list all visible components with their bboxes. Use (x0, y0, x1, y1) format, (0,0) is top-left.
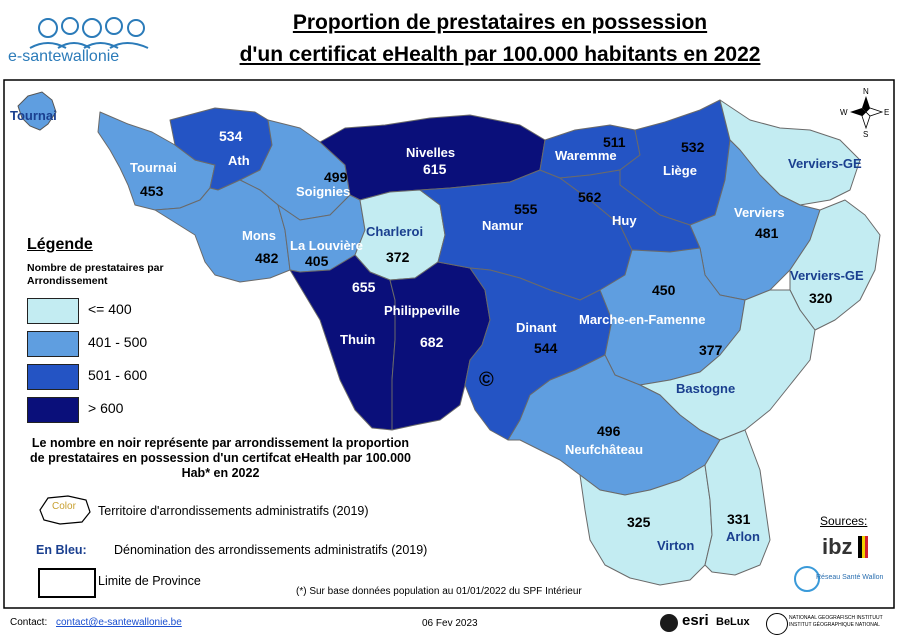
label-verviers-ge-south: Verviers-GE (790, 268, 864, 283)
legend-swatch-class3 (27, 397, 79, 423)
contact-label: Contact: (10, 617, 48, 628)
label-tournai: Tournai (130, 160, 177, 175)
belgian-flag-icon (858, 536, 868, 558)
logo-figures-icon (29, 17, 149, 49)
label-dinant: Dinant (516, 320, 557, 335)
esri-logo: esri (682, 612, 709, 629)
value-arlon: 331 (727, 511, 751, 527)
blue-description: Dénomination des arrondissements adminis… (114, 543, 428, 557)
legend-label-class2: 501 - 600 (88, 367, 148, 383)
label-nivelles: Nivelles (406, 145, 455, 160)
territory-swatch: Color (34, 492, 94, 526)
territory-swatch-text: Color (52, 501, 76, 512)
legend-title: Légende (27, 236, 93, 253)
value-neufchateau: 496 (597, 423, 621, 439)
value-namur: 555 (514, 201, 538, 217)
value-waremme: 511 (603, 134, 626, 150)
contact-email-link[interactable]: contact@e-santewallonie.be (56, 617, 182, 628)
label-ath: Ath (228, 153, 250, 168)
value-liege: 532 (681, 139, 705, 155)
label-bastogne: Bastogne (676, 381, 735, 396)
label-charleroi: Charleroi (366, 224, 423, 239)
label-soignies: Soignies (296, 184, 350, 199)
label-marche-en-famenne: Marche-en-Famenne (579, 312, 705, 327)
date-label: 06 Fev 2023 (422, 618, 478, 629)
value-marche-en-famenne: 450 (652, 282, 676, 298)
value-philippeville: 682 (420, 334, 444, 350)
ngi-logo-icon (766, 613, 788, 635)
footnote: (*) Sur base données population au 01/01… (296, 586, 582, 597)
compass-e: E (884, 108, 889, 117)
logo-text: e-santewallonie (8, 48, 120, 65)
blue-prefix: En Bleu: (36, 543, 87, 557)
label-huy: Huy (612, 213, 637, 228)
label-liege: Liège (663, 163, 697, 178)
label-la-louviere: La Louvière (290, 238, 363, 253)
label-verviers: Verviers (734, 205, 785, 220)
compass-w: W (840, 108, 848, 117)
value-verviers-ge-south: 320 (809, 290, 833, 306)
value-la-louviere: 405 (305, 253, 329, 269)
belux-label: BeLux (716, 616, 750, 628)
legend-subtitle: Nombre de prestataires par Arrondissemen… (27, 262, 164, 287)
region-arlon (704, 429, 771, 576)
reseau-logo-icon (794, 566, 820, 592)
label-mons: Mons (242, 228, 276, 243)
legend-label-class1: 401 - 500 (88, 334, 148, 350)
value-ath: 534 (219, 128, 243, 144)
region-verviers-ge-south (789, 199, 881, 331)
compass-s: S (863, 130, 868, 139)
province-label: Limite de Province (98, 574, 201, 588)
copyright-mark: © (479, 369, 494, 391)
label-virton: Virton (657, 538, 694, 553)
legend-note: Le nombre en noir représente par arrondi… (30, 436, 411, 480)
ngi-logo-text: NATIONAAL GEOGRAFISCH INSTITUUT INSTITUT… (789, 615, 883, 628)
value-soignies: 499 (324, 169, 348, 185)
map-title-line2: d'un certificat eHealth par 100.000 habi… (239, 43, 761, 66)
tournai-inset (17, 91, 57, 131)
province-swatch (38, 568, 96, 598)
value-charleroi: 372 (386, 249, 410, 265)
value-mons: 482 (255, 250, 279, 266)
ibz-logo: ibz (822, 534, 853, 559)
compass-n: N (863, 87, 869, 96)
legend-label-class3: > 600 (88, 400, 124, 416)
value-thuin: 655 (352, 279, 376, 295)
compass-icon: N S E W (840, 87, 889, 139)
value-tournai: 453 (140, 183, 164, 199)
legend-label-class0: <= 400 (88, 301, 132, 317)
value-nivelles: 615 (423, 161, 447, 177)
label-waremme: Waremme (555, 148, 617, 163)
e-santewallonie-logo: e-santewallonie (8, 14, 158, 72)
reseau-logo-text: Réseau Santé Wallon (816, 574, 884, 581)
label-namur: Namur (482, 218, 523, 233)
map-title-line1: Proportion de prestataires en possession (292, 11, 708, 34)
label-verviers-ge-north: Verviers-GE (788, 156, 862, 171)
legend-swatch-class0 (27, 298, 79, 324)
region-names: Tournai Tournai Ath Soignies Nivelles Mo… (10, 108, 864, 553)
label-thuin: Thuin (340, 332, 375, 347)
legend-swatch-class1 (27, 331, 79, 357)
value-verviers: 481 (755, 225, 779, 241)
value-bastogne: 377 (699, 342, 723, 358)
territory-label: Territoire d'arrondissements administrat… (98, 504, 369, 518)
region-values: 453 534 499 615 482 405 372 655 682 555 … (140, 128, 833, 530)
sources-title: Sources: (820, 514, 868, 528)
label-neufchateau: Neufchâteau (565, 442, 643, 457)
label-arlon: Arlon (726, 529, 760, 544)
value-dinant: 544 (534, 340, 558, 356)
legend-swatch-class2 (27, 364, 79, 390)
value-huy: 562 (578, 189, 602, 205)
esri-globe-icon (660, 614, 678, 632)
value-virton: 325 (627, 514, 651, 530)
label-philippeville: Philippeville (384, 303, 460, 318)
inset-label: Tournai (10, 108, 57, 123)
map-frame: Tournai Tournai Ath Soignies Nivelles Mo… (3, 79, 895, 609)
